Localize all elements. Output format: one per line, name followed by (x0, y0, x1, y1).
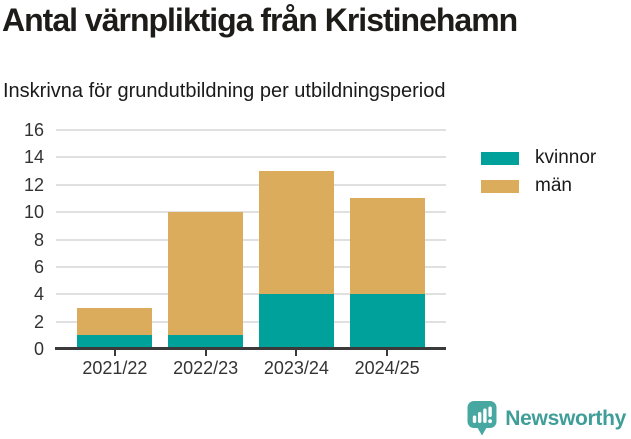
x-axis-label: 2021/22 (82, 358, 148, 378)
brand-footer: Newsworthy (466, 400, 626, 437)
x-axis-tick (386, 350, 389, 356)
bar-segment-kvinnor (168, 335, 244, 349)
gridline (56, 320, 446, 323)
legend-label: män (535, 175, 572, 196)
y-axis-label: 12 (23, 174, 44, 195)
bar-segment-kvinnor (349, 294, 425, 349)
legend-swatch (481, 151, 519, 165)
bar-segment-kvinnor (258, 294, 334, 349)
x-axis-line (55, 347, 446, 350)
x-axis-label: 2024/25 (354, 358, 420, 378)
legend: kvinnor män (481, 147, 596, 203)
x-axis-tick (295, 350, 298, 356)
bar-segment-kvinnor (77, 335, 153, 349)
y-axis-label: 0 (33, 339, 44, 359)
bar-segment-män (77, 307, 153, 336)
chart-title: Antal värnpliktiga från Kristinehamn (2, 2, 518, 38)
gridline (56, 129, 446, 131)
y-axis-label: 2 (33, 311, 44, 332)
bar-segment-män (258, 171, 334, 295)
legend-label: kvinnor (535, 147, 597, 168)
x-axis-label: 2023/24 (263, 358, 329, 378)
gridline (56, 211, 446, 214)
x-axis-label: 2022/23 (173, 358, 239, 378)
gridline (56, 156, 446, 159)
y-axis-label: 14 (23, 147, 44, 168)
legend-item-män: män (481, 175, 596, 197)
bar-segment-män (168, 212, 244, 336)
y-axis-label: 4 (33, 284, 44, 305)
chart-subtitle: Inskrivna för grundutbildning per utbild… (3, 80, 446, 102)
bar-segment-män (349, 198, 425, 295)
y-axis-label: 8 (33, 229, 44, 250)
legend-swatch (481, 179, 519, 193)
y-axis-label: 6 (33, 256, 44, 277)
newsworthy-logo-icon (467, 401, 497, 436)
y-axis-label: 16 (23, 120, 44, 140)
x-axis-tick (204, 350, 207, 356)
legend-item-kvinnor: kvinnor (481, 147, 596, 169)
gridline (56, 238, 446, 241)
y-axis-label: 10 (23, 202, 44, 223)
x-axis-tick (113, 350, 116, 356)
gridline (56, 265, 446, 268)
gridline (56, 183, 446, 186)
brand-name: Newsworthy (505, 406, 626, 430)
plot-area (56, 129, 446, 349)
gridline (56, 293, 446, 296)
